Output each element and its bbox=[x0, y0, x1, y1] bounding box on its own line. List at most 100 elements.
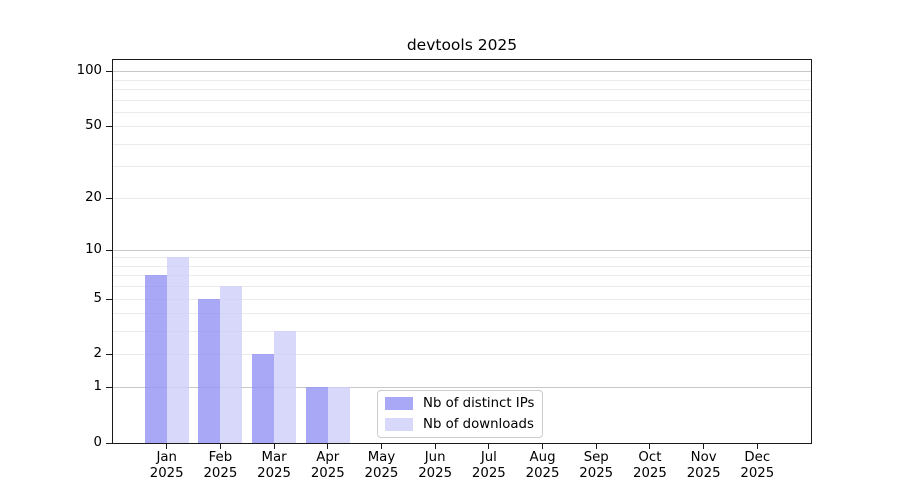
x-tick-label-year: 2025 bbox=[579, 465, 614, 481]
bar-nb-of-distinct-ips-feb bbox=[198, 298, 221, 443]
legend-swatch-distinct-ips bbox=[385, 397, 413, 411]
x-tick-label-mar: Mar 2025 bbox=[246, 450, 302, 481]
x-tick-label-month: Oct bbox=[638, 450, 662, 465]
x-tick-label-nov: Nov 2025 bbox=[676, 450, 732, 481]
x-tick-may bbox=[380, 444, 382, 449]
gridlines-layer bbox=[113, 60, 811, 443]
gridline-minor-20 bbox=[113, 198, 811, 199]
x-tick-label-feb: Feb 2025 bbox=[192, 450, 248, 481]
y-tick-100 bbox=[106, 71, 112, 72]
x-tick-label-jun: Jun 2025 bbox=[407, 450, 463, 481]
gridline-minor-7 bbox=[113, 275, 811, 276]
x-tick-label-year: 2025 bbox=[203, 465, 238, 481]
x-tick-apr bbox=[327, 444, 329, 449]
x-tick-label-year: 2025 bbox=[525, 465, 560, 481]
bar-nb-of-distinct-ips-apr bbox=[305, 387, 328, 443]
gridline-minor-2 bbox=[113, 354, 811, 355]
legend-label-distinct-ips: Nb of distinct IPs bbox=[423, 396, 535, 412]
x-tick-label-apr: Apr 2025 bbox=[300, 450, 356, 481]
gridline-minor-3 bbox=[113, 331, 811, 332]
x-tick-nov bbox=[703, 444, 705, 449]
y-tick-label-0: 0 bbox=[93, 435, 102, 450]
gridline-minor-4 bbox=[113, 313, 811, 314]
x-tick-label-month: May bbox=[367, 450, 396, 465]
legend-swatch-downloads bbox=[385, 417, 413, 431]
gridline-minor-90 bbox=[113, 80, 811, 81]
gridline-minor-50 bbox=[113, 126, 811, 127]
x-tick-oct bbox=[649, 444, 651, 449]
bar-nb-of-downloads-feb bbox=[220, 286, 243, 443]
plot-area bbox=[112, 59, 812, 444]
x-tick-label-year: 2025 bbox=[418, 465, 453, 481]
bar-nb-of-distinct-ips-mar bbox=[252, 354, 275, 443]
legend-row: Nb of distinct IPs bbox=[385, 396, 542, 411]
x-tick-jan bbox=[166, 444, 168, 449]
gridline-minor-8 bbox=[113, 266, 811, 267]
x-tick-label-month: Feb bbox=[208, 450, 233, 465]
x-tick-label-month: Apr bbox=[316, 450, 340, 465]
gridline-minor-6 bbox=[113, 286, 811, 287]
bar-nb-of-downloads-apr bbox=[327, 387, 350, 443]
bar-nb-of-downloads-mar bbox=[274, 331, 297, 443]
x-tick-label-month: Nov bbox=[690, 450, 717, 465]
gridline-minor-30 bbox=[113, 166, 811, 167]
x-tick-label-jul: Jul 2025 bbox=[461, 450, 517, 481]
x-tick-label-year: 2025 bbox=[257, 465, 291, 481]
x-tick-label-month: Sep bbox=[583, 450, 609, 465]
gridline-major-10 bbox=[113, 250, 811, 251]
y-tick-1 bbox=[106, 387, 112, 388]
x-tick-label-aug: Aug 2025 bbox=[515, 450, 571, 481]
x-tick-label-oct: Oct 2025 bbox=[622, 450, 678, 481]
x-tick-label-month: Jul bbox=[480, 450, 497, 465]
x-tick-sep bbox=[595, 444, 597, 449]
legend: Nb of distinct IPs Nb of downloads bbox=[377, 390, 543, 438]
x-tick-label-month: Jun bbox=[424, 450, 446, 465]
x-tick-label-sep: Sep 2025 bbox=[568, 450, 624, 481]
gridline-minor-80 bbox=[113, 89, 811, 90]
x-tick-label-jan: Jan 2025 bbox=[139, 450, 195, 481]
bar-nb-of-distinct-ips-jan bbox=[144, 275, 167, 443]
legend-label-downloads: Nb of downloads bbox=[423, 416, 534, 432]
x-tick-label-may: May 2025 bbox=[353, 450, 409, 481]
x-tick-label-year: 2025 bbox=[686, 465, 721, 481]
x-tick-label-dec: Dec 2025 bbox=[729, 450, 785, 481]
x-tick-label-month: Aug bbox=[529, 450, 556, 465]
y-tick-label-10: 10 bbox=[85, 241, 102, 257]
gridline-minor-60 bbox=[113, 112, 811, 113]
x-tick-label-year: 2025 bbox=[364, 465, 399, 481]
y-tick-label-1: 1 bbox=[93, 379, 102, 395]
gridline-major-1 bbox=[113, 387, 811, 388]
x-tick-mar bbox=[273, 444, 275, 449]
gridline-minor-40 bbox=[113, 144, 811, 145]
y-tick-10 bbox=[106, 250, 112, 251]
x-tick-dec bbox=[756, 444, 758, 449]
gridline-minor-9 bbox=[113, 257, 811, 258]
x-tick-label-year: 2025 bbox=[149, 465, 184, 481]
y-tick-label-100: 100 bbox=[76, 63, 102, 79]
y-tick-5 bbox=[106, 299, 112, 300]
x-tick-jul bbox=[488, 444, 490, 449]
x-tick-label-month: Jan bbox=[156, 450, 177, 465]
gridline-minor-5 bbox=[113, 299, 811, 300]
x-tick-label-year: 2025 bbox=[633, 465, 667, 481]
y-tick-50 bbox=[106, 126, 112, 127]
bar-nb-of-downloads-jan bbox=[166, 257, 189, 443]
y-tick-0 bbox=[106, 443, 112, 444]
gridline-minor-70 bbox=[113, 100, 811, 101]
bars-layer bbox=[113, 60, 811, 443]
legend-row: Nb of downloads bbox=[385, 417, 542, 432]
y-tick-label-50: 50 bbox=[85, 118, 102, 134]
x-tick-label-year: 2025 bbox=[471, 465, 506, 481]
y-tick-label-20: 20 bbox=[85, 189, 102, 205]
x-tick-label-year: 2025 bbox=[310, 465, 345, 481]
x-tick-label-month: Dec bbox=[744, 450, 771, 465]
y-tick-label-5: 5 bbox=[93, 290, 102, 306]
chart-title: devtools 2025 bbox=[406, 36, 518, 54]
gridline-major-100 bbox=[113, 71, 811, 72]
x-tick-feb bbox=[219, 444, 221, 449]
x-tick-aug bbox=[542, 444, 544, 449]
x-tick-jun bbox=[434, 444, 436, 449]
x-tick-label-year: 2025 bbox=[740, 465, 775, 481]
y-tick-2 bbox=[106, 354, 112, 355]
